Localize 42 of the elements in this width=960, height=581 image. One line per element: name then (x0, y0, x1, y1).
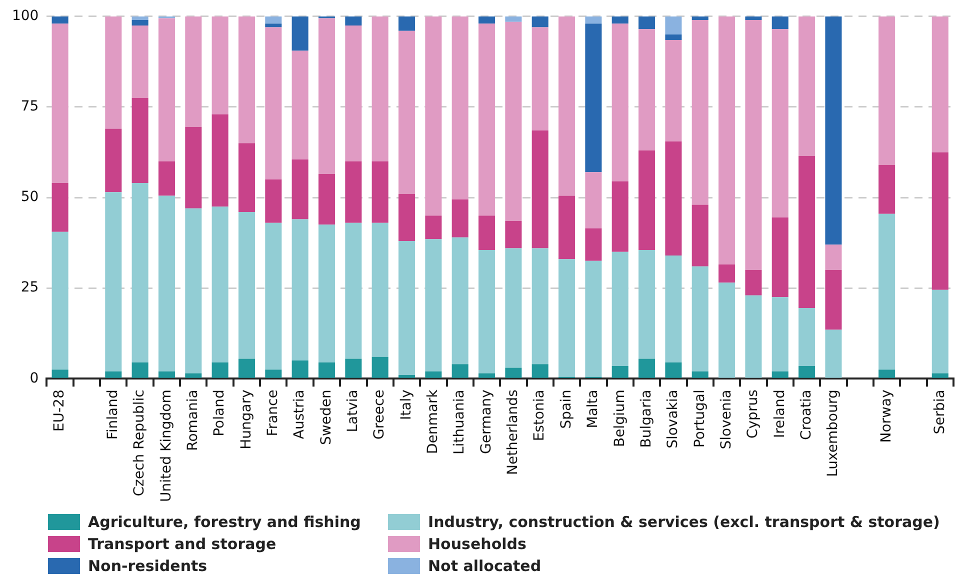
x-tick-label: Greece (372, 390, 388, 440)
x-tick-label: Spain (558, 390, 574, 429)
y-tick-label: 50 (20, 189, 39, 206)
x-tick-label: Norway (878, 390, 894, 443)
y-tick-label: 0 (30, 370, 39, 386)
x-tick-label: Cyprus (745, 390, 762, 439)
x-tick-label: France (265, 390, 282, 436)
x-tick-label: Austria (292, 390, 308, 440)
x-tick-label: Slovenia (718, 390, 734, 450)
x-tick-label: EU-28 (52, 390, 68, 432)
x-tick-label: Romania (185, 390, 202, 451)
x-tick-label: Ireland (772, 390, 788, 438)
x-tick-label: Croatia (798, 390, 814, 440)
x-tick-label: Lithuania (452, 390, 468, 454)
x-tick-label: Luxembourg (825, 390, 842, 477)
legend-label: Transport and storage (88, 535, 276, 553)
x-tick-label: Denmark (425, 388, 442, 454)
x-tick-label: Latvia (345, 390, 362, 432)
x-tick-label: Hungary (238, 390, 254, 450)
x-tick-label: Belgium (612, 390, 628, 448)
x-tick-label: Portugal (692, 390, 708, 448)
legend-label: Households (428, 535, 526, 553)
y-tick-label: 25 (20, 280, 39, 296)
x-tick-label: Slovakia (665, 390, 682, 448)
x-tick-label: Poland (212, 390, 228, 436)
x-tick-label: Malta (585, 390, 602, 428)
legend-label: Not allocated (428, 557, 542, 575)
x-tick-label: Finland (105, 390, 122, 440)
x-tick-label: Bulgaria (638, 390, 654, 448)
legend-label: Agriculture, forestry and fishing (88, 513, 361, 531)
x-tick-label: Germany (478, 390, 494, 454)
x-tick-label: Italy (398, 390, 414, 420)
legend-label: Non-residents (88, 557, 208, 575)
x-tick-label: Estonia (532, 390, 548, 442)
x-tick-label: United Kingdom (158, 390, 174, 502)
y-tick-label: 75 (20, 98, 39, 115)
x-tick-label: Czech Republic (132, 390, 148, 496)
legend-label: Industry, construction & services (excl. transport & storage) (428, 513, 940, 531)
x-tick-label: Serbia (932, 390, 948, 434)
x-tick-label: Netherlands (505, 390, 522, 475)
x-tick-label: Sweden (318, 390, 334, 445)
y-tick-label: 100 (12, 8, 39, 24)
